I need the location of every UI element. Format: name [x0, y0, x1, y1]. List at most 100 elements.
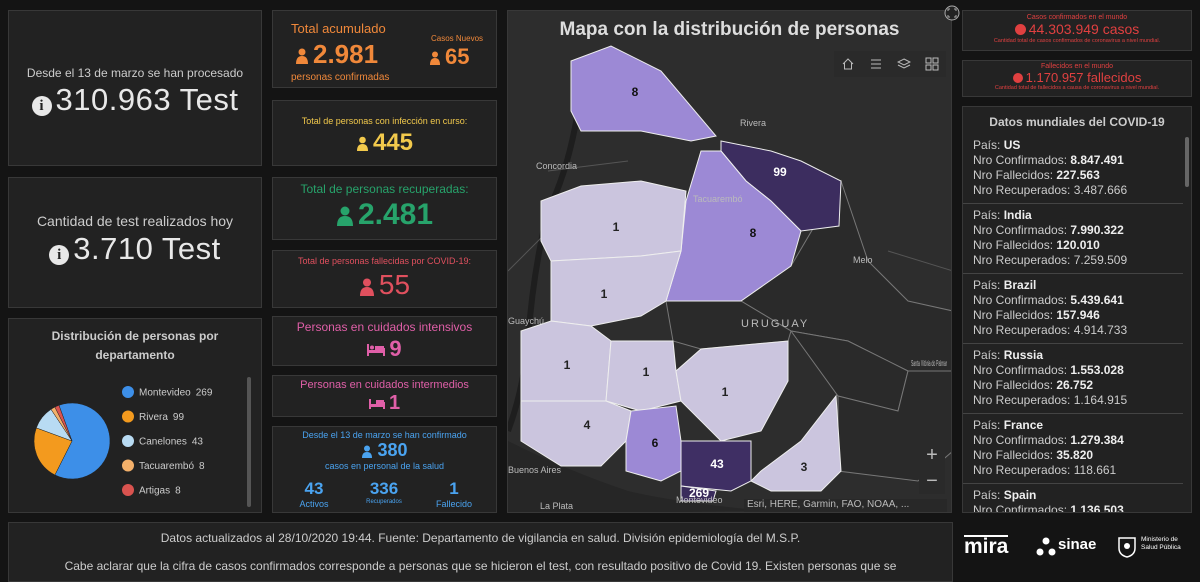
- field-value: 1.164.915: [1073, 393, 1128, 407]
- basemap-button[interactable]: [925, 57, 939, 71]
- staff-value: 1: [449, 479, 459, 498]
- legend-label: Tacuarembó: [139, 461, 194, 472]
- department: [750, 394, 842, 492]
- map-title: Mapa con la distribución de personas: [559, 19, 900, 40]
- value: 9: [389, 336, 402, 361]
- row: Nro Recuperados: 7.259.509: [973, 253, 1173, 268]
- countries-panel: Datos mundiales del COVID-19 País: US Nro…: [962, 106, 1192, 513]
- layers-button[interactable]: [897, 57, 911, 71]
- shape: i 3.710 Test: [9, 231, 261, 267]
- row: Nro Confirmados: 1.553.028: [973, 363, 1173, 378]
- shape: 1: [273, 392, 496, 415]
- intensive-care-panel: Personas en cuidados intensivos 9: [272, 316, 497, 366]
- place-label: Concordia: [536, 161, 577, 171]
- place-label: Melo: [853, 255, 873, 265]
- field-label: Nro Confirmados:: [973, 223, 1068, 237]
- shape: [375, 399, 384, 404]
- map-toolbar: [834, 51, 946, 77]
- shape: 1.170.957 fallecidos: [963, 70, 1191, 85]
- shape: 2.481: [273, 198, 496, 232]
- shape: [362, 451, 373, 458]
- title: Desde el 13 de marzo se han confirmado: [302, 430, 467, 440]
- sinae-logo: sinae: [1058, 536, 1097, 553]
- department-count: 1: [564, 358, 571, 372]
- department-count: 269: [689, 486, 709, 500]
- world-deaths-panel: Fallecidos en el mundo 1.170.957 falleci…: [962, 60, 1192, 97]
- department-count: 3: [801, 460, 808, 474]
- legend-swatch: [122, 410, 134, 423]
- field-value: Russia: [1003, 348, 1044, 362]
- country-entry: País: Russia Nro Confirmados: 1.553.028 Nr…: [963, 344, 1183, 414]
- country-entry: País: Brazil Nro Confirmados: 5.439.641 Nr…: [963, 274, 1183, 344]
- shape: [362, 278, 371, 287]
- field-value: 7.990.322: [1070, 223, 1124, 237]
- info-icon: i: [49, 244, 70, 265]
- row: País: Russia: [973, 348, 1173, 363]
- place-label: Rivera: [740, 118, 766, 128]
- zoom-out[interactable]: −: [926, 470, 938, 492]
- attribution: Esri, HERE, Garmin, FAO, NOAA, ...: [744, 499, 947, 512]
- field-value: 4.914.733: [1073, 323, 1128, 337]
- field-label: Nro Recuperados:: [973, 393, 1071, 407]
- legend-button[interactable]: [869, 57, 883, 71]
- field-value: 1.279.384: [1070, 433, 1124, 447]
- field-value: 8.847.491: [1070, 153, 1124, 167]
- msp-logo: Ministerio de Salud Pública: [1141, 536, 1181, 551]
- place-label: Guaychú: [508, 316, 544, 326]
- pie-chart: Montevideo 269 Rivera 99 Canelones 43 Tacuarem…: [33, 386, 213, 497]
- shape: [1048, 548, 1056, 556]
- field-value: 118.661: [1073, 463, 1117, 477]
- shape: [359, 286, 374, 296]
- row: Nro Confirmados: 5.439.641: [973, 293, 1173, 308]
- field-label: Nro Fallecidos:: [973, 308, 1054, 322]
- zoom-in[interactable]: +: [926, 444, 938, 466]
- value: 55: [378, 269, 411, 300]
- department: [520, 400, 632, 467]
- row: País: France: [973, 418, 1173, 433]
- caption: Cantidad de test realizados hoy: [36, 213, 234, 229]
- department: [570, 45, 717, 142]
- mira-logo: mira: [964, 535, 1009, 558]
- department-count: 4: [584, 418, 591, 432]
- row: País: India: [973, 208, 1173, 223]
- country-entry: País: US Nro Confirmados: 8.847.491 Nro Fa…: [963, 134, 1183, 204]
- msp-icon: [1118, 537, 1136, 558]
- scrollbar[interactable]: [1185, 137, 1189, 187]
- legend-label: Rivera: [139, 412, 168, 423]
- row: Nro Fallecidos: 26.752: [973, 378, 1173, 393]
- row: Nro Fallecidos: 227.563: [973, 168, 1173, 183]
- field-value: 227.563: [1056, 168, 1100, 182]
- row: País: Spain: [973, 488, 1173, 503]
- place-label: Tacuarembó: [693, 194, 743, 204]
- legend-label: Canelones: [139, 437, 187, 448]
- shape: [367, 350, 386, 354]
- field-label: Nro Confirmados:: [973, 293, 1068, 307]
- field-value: 120.010: [1056, 238, 1100, 252]
- scrollbar: [247, 377, 251, 507]
- person-icon: [336, 206, 353, 227]
- zoom-controls: + −: [919, 442, 945, 494]
- staff-value: 43: [304, 479, 324, 498]
- department: [625, 405, 682, 482]
- field-label: Nro Fallecidos:: [973, 378, 1054, 392]
- health-staff-panel: Desde el 13 de marzo se han confirmado 3…: [272, 426, 497, 513]
- legend-value: 8: [175, 486, 181, 497]
- person-icon: [430, 51, 440, 66]
- sinae-icon: [1036, 537, 1056, 556]
- field-value: US: [1003, 138, 1021, 152]
- shape: [382, 401, 385, 409]
- list-title: Datos mundiales del COVID-19: [989, 115, 1165, 129]
- shape: [430, 58, 440, 66]
- home-button[interactable]: [841, 57, 855, 71]
- shape: [432, 51, 438, 58]
- field-value: 35.820: [1056, 448, 1094, 462]
- row: Nro Fallecidos: 35.820: [973, 448, 1173, 463]
- legend-label: Artigas: [139, 486, 170, 497]
- department-count: 8: [632, 85, 639, 99]
- expand-button[interactable]: [944, 5, 960, 21]
- field-value: Brazil: [1003, 278, 1037, 292]
- department-count: 8: [750, 226, 757, 240]
- shape: [375, 346, 385, 351]
- row: Nro Recuperados: 118.661: [973, 463, 1173, 478]
